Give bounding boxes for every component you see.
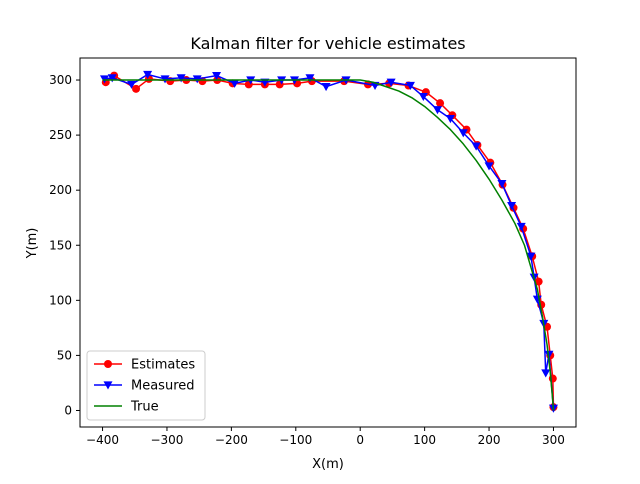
x-tick-label: 0 [356, 433, 364, 447]
data-point-measured [458, 129, 468, 138]
series-true [102, 79, 555, 411]
y-tick-label: 300 [49, 73, 72, 87]
y-tick-label: 250 [49, 128, 72, 142]
legend-label: Measured [131, 379, 195, 394]
data-point-measured [321, 83, 331, 92]
legend: Estimates Measured True [86, 350, 206, 421]
x-tick-label: −400 [86, 433, 119, 447]
data-point-measured [433, 106, 443, 115]
x-tick-label: 300 [542, 433, 565, 447]
series-line-true [102, 79, 555, 411]
legend-item-estimates: Estimates [94, 358, 195, 373]
data-point-estimates [436, 99, 445, 108]
data-point-measured [471, 142, 481, 151]
data-point-measured [526, 252, 536, 261]
data-point-measured [418, 92, 428, 102]
chart-title: Kalman filter for vehicle estimates [190, 34, 465, 53]
legend-label: True [130, 400, 159, 415]
x-tick-label: 100 [413, 433, 436, 447]
plot-area-frame [79, 57, 577, 428]
y-tick-label: 0 [64, 403, 72, 417]
data-point-estimates [534, 277, 543, 286]
legend-swatch-marker [103, 381, 113, 390]
y-axis-label: Y(m) [25, 228, 40, 260]
x-axis-label: X(m) [312, 457, 344, 472]
legend-swatch-marker [104, 360, 112, 368]
x-tick-label: −100 [279, 433, 312, 447]
data-point-measured [541, 369, 551, 378]
data-point-measured [386, 78, 396, 87]
x-tick-label: −300 [150, 433, 183, 447]
x-tick-label: 200 [478, 433, 501, 447]
legend-box [86, 350, 206, 421]
data-point-measured [176, 74, 186, 83]
data-point-measured [212, 72, 222, 81]
legend-label: Estimates [131, 358, 195, 373]
x-tick-label: −200 [215, 433, 248, 447]
data-point-measured [516, 222, 526, 232]
data-point-measured [484, 162, 494, 171]
data-point-measured [445, 114, 455, 124]
data-point-measured [405, 81, 415, 91]
data-point-measured [497, 179, 507, 189]
data-point-measured [230, 79, 240, 88]
data-point-measured [507, 202, 517, 211]
x-axis-ticks: −400 −300 −200 −100 0 100 200 300 [86, 427, 565, 447]
data-point-estimates [132, 84, 141, 93]
y-tick-label: 150 [49, 238, 72, 252]
y-tick-label: 50 [57, 348, 72, 362]
legend-item-true: True [94, 400, 159, 415]
y-tick-label: 200 [49, 183, 72, 197]
y-tick-label: 100 [49, 293, 72, 307]
series-layer [99, 70, 558, 413]
data-point-measured [127, 80, 137, 89]
data-point-measured [143, 70, 153, 80]
data-point-measured [305, 74, 315, 83]
legend-item-measured: Measured [94, 379, 195, 394]
y-axis-ticks: 0 50 100 150 200 250 300 [49, 73, 80, 417]
data-point-measured [107, 74, 117, 83]
